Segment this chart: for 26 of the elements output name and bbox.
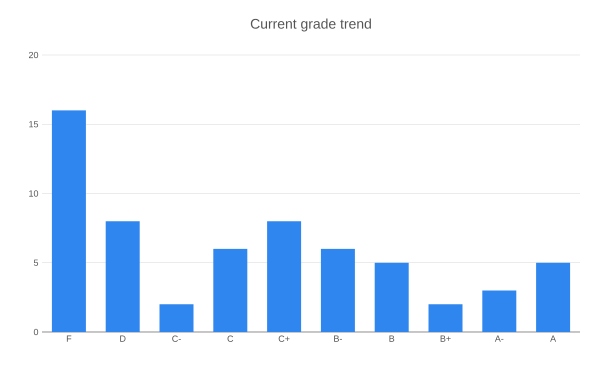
bar [536, 262, 570, 332]
chart-title: Current grade trend [250, 18, 371, 32]
bar [213, 248, 248, 332]
y-tick-label: 20 [28, 52, 38, 58]
bar [267, 221, 302, 332]
x-tick-label: B- [334, 336, 342, 342]
x-tick-label: A [550, 336, 556, 342]
x-tick-label: B [389, 336, 394, 342]
bar [374, 262, 409, 332]
y-tick-label: 0 [34, 328, 38, 336]
x-tick-label: C+ [278, 336, 290, 342]
x-tick-label: C [228, 336, 234, 342]
bar [160, 304, 194, 332]
y-tick-label: 10 [29, 190, 38, 197]
x-tick-label: B+ [440, 336, 451, 342]
bar [320, 248, 355, 332]
x-tick-label: C- [172, 336, 181, 342]
y-tick-label: 15 [29, 121, 38, 128]
x-tick-label: F [66, 336, 72, 342]
bar [428, 304, 463, 332]
bar [52, 110, 86, 332]
y-tick-label: 5 [34, 260, 38, 266]
bar [106, 221, 140, 332]
bar [482, 290, 516, 332]
x-tick-label: A- [494, 336, 504, 342]
x-tick-label: D [120, 336, 126, 342]
